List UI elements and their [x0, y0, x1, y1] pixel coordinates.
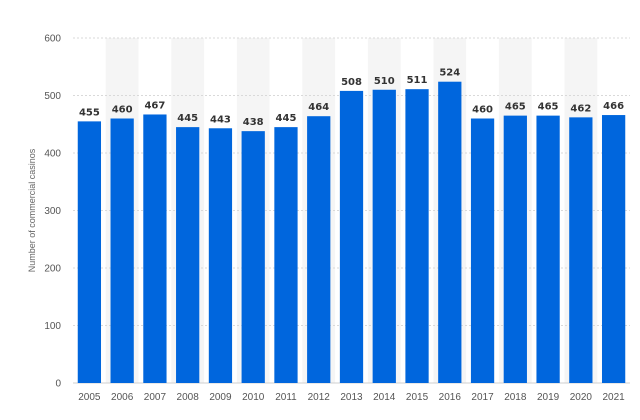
x-tick-label: 2020 — [570, 392, 593, 403]
y-axis-title: Number of commercial casinos — [27, 148, 37, 272]
data-label: 464 — [308, 102, 329, 113]
y-tick-label: 600 — [44, 34, 61, 45]
y-tick-label: 300 — [44, 206, 61, 217]
data-label: 510 — [374, 76, 395, 87]
x-tick-label: 2009 — [209, 392, 232, 403]
y-axis: 0 100 200 300 400 500 600 — [44, 34, 61, 390]
bars-group — [77, 81, 626, 384]
data-label: 465 — [538, 102, 559, 113]
bar[interactable] — [339, 90, 364, 384]
data-label: 460 — [472, 105, 493, 116]
bar[interactable] — [372, 89, 396, 383]
bar[interactable] — [503, 115, 527, 383]
bar[interactable] — [438, 81, 462, 383]
y-tick-label: 200 — [44, 264, 61, 275]
y-tick-label: 500 — [44, 91, 61, 102]
bar[interactable] — [77, 121, 102, 383]
data-labels-group: 455 460 467 445 443 438 445 464 508 510 511 524 460 4… — [79, 68, 624, 128]
data-label: 467 — [144, 100, 165, 111]
x-tick-label: 2018 — [504, 392, 527, 403]
x-tick-label: 2012 — [308, 392, 331, 403]
x-tick-label: 2005 — [78, 392, 101, 403]
x-tick-label: 2008 — [177, 392, 200, 403]
bar[interactable] — [176, 127, 200, 383]
bar[interactable] — [307, 116, 331, 383]
x-tick-label: 2016 — [439, 392, 462, 403]
data-label: 438 — [243, 117, 264, 128]
x-tick-label: 2010 — [242, 392, 265, 403]
x-tick-label: 2014 — [373, 392, 396, 403]
bar[interactable] — [208, 128, 233, 383]
x-tick-label: 2007 — [144, 392, 167, 403]
data-label: 455 — [79, 107, 100, 118]
y-tick-label: 0 — [55, 379, 61, 390]
x-tick-label: 2019 — [537, 392, 560, 403]
x-axis: 2005 2006 2007 2008 2009 2010 2011 2012 2013 2014… — [78, 392, 625, 403]
bar[interactable] — [536, 115, 560, 383]
bar[interactable] — [241, 131, 265, 383]
data-label: 511 — [407, 75, 428, 86]
bar[interactable] — [110, 118, 134, 384]
data-label: 460 — [112, 105, 133, 116]
x-tick-label: 2011 — [275, 392, 297, 403]
bar[interactable] — [601, 115, 626, 384]
bar[interactable] — [470, 118, 495, 384]
x-tick-label: 2013 — [340, 392, 363, 403]
data-label: 445 — [177, 113, 198, 124]
data-label: 443 — [210, 114, 231, 125]
data-label: 466 — [603, 101, 624, 112]
bar[interactable] — [274, 127, 298, 383]
bar[interactable] — [405, 89, 429, 384]
x-tick-label: 2021 — [602, 392, 625, 403]
data-label: 524 — [439, 68, 460, 79]
bar[interactable] — [143, 114, 167, 383]
y-tick-label: 400 — [44, 149, 61, 160]
data-label: 445 — [276, 113, 297, 124]
y-tick-label: 100 — [44, 321, 61, 332]
data-label: 508 — [341, 77, 362, 88]
x-tick-label: 2006 — [111, 392, 134, 403]
bar[interactable] — [569, 117, 593, 383]
data-label: 465 — [505, 102, 526, 113]
x-tick-label: 2015 — [406, 392, 429, 403]
data-label: 462 — [570, 103, 591, 114]
x-tick-label: 2017 — [471, 392, 494, 403]
